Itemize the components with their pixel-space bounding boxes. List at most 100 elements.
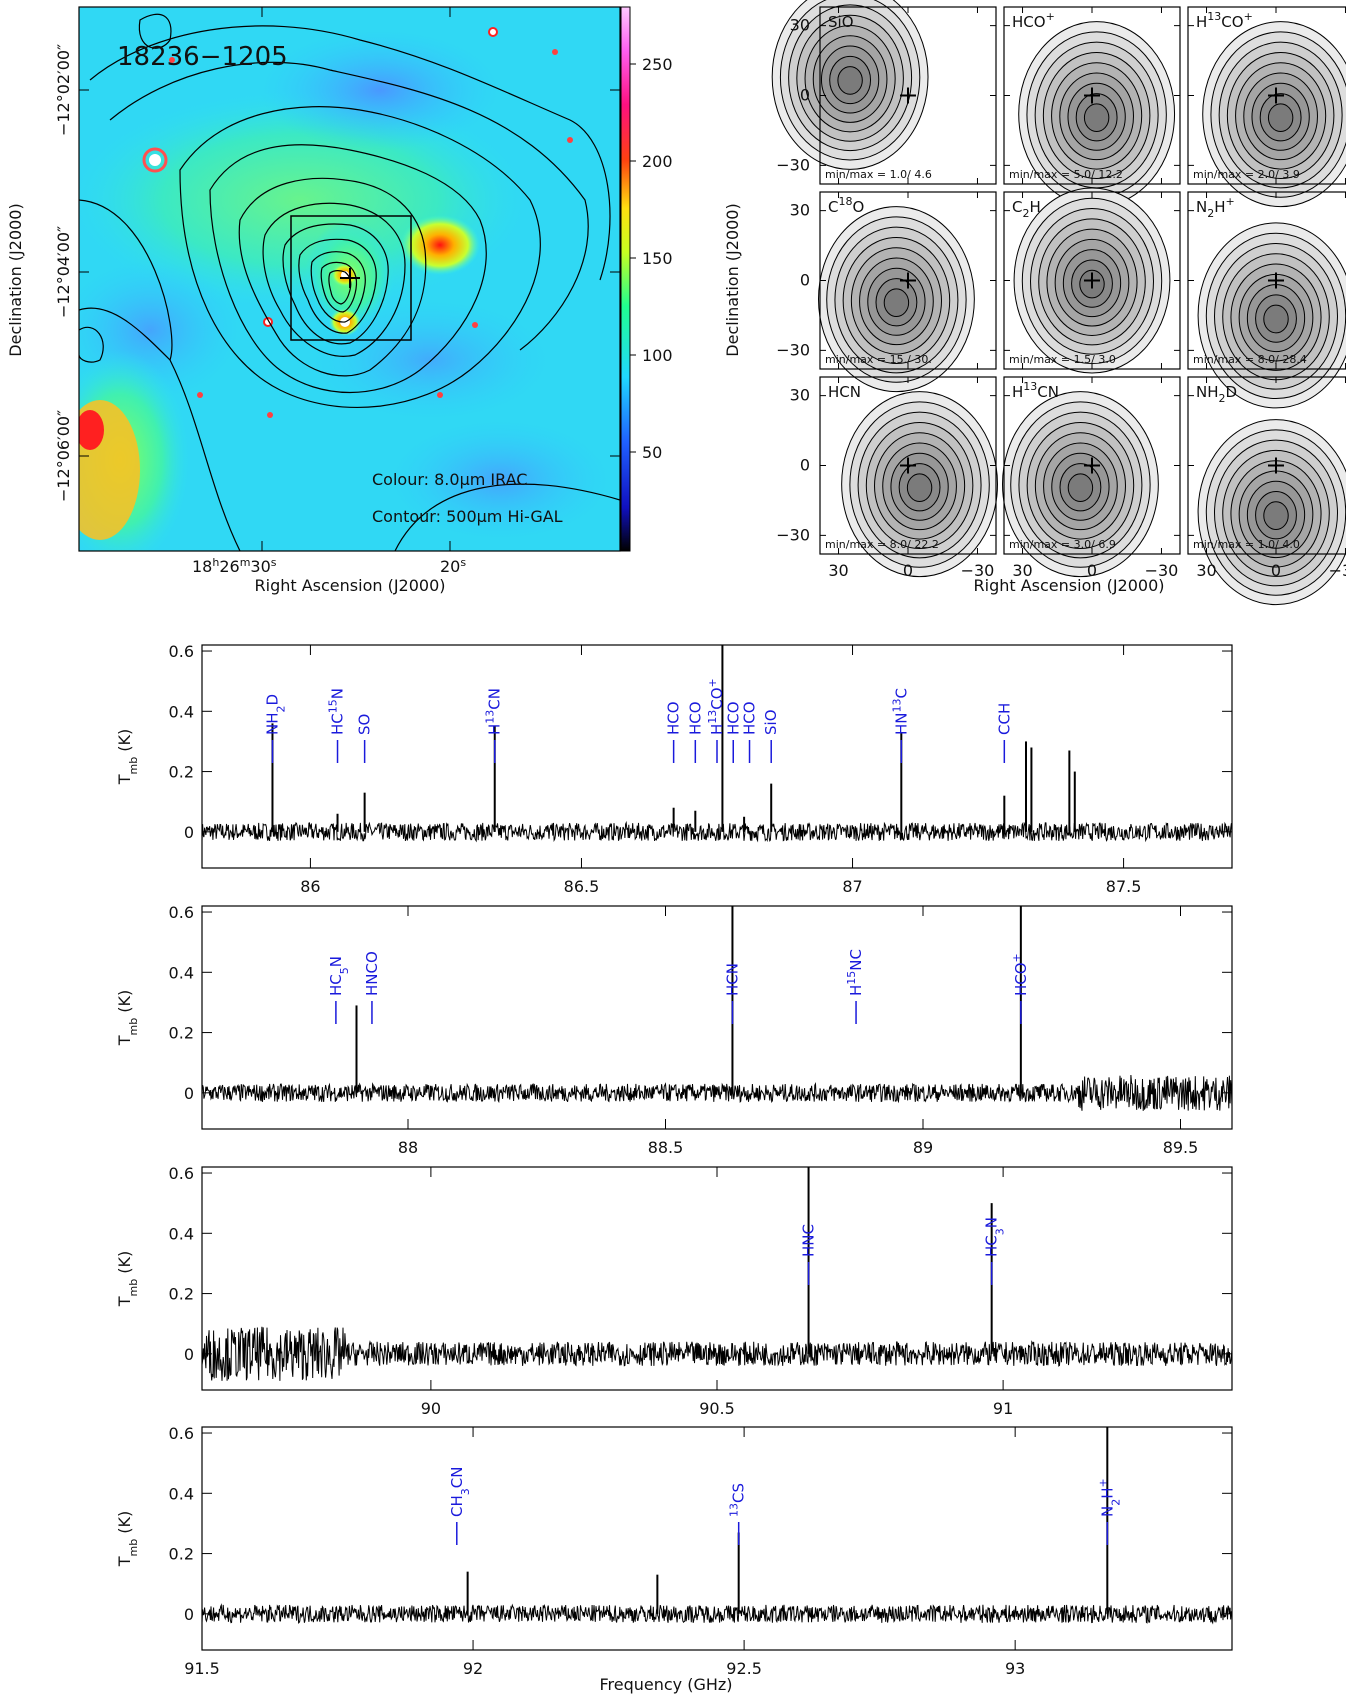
panel-nh2d: NH2D min/max = 1.0/ 4.0 [1187,376,1346,606]
grid-x-tick: 0 [1271,561,1281,580]
frequency-axis-label: Frequency (GHz) [599,1675,732,1694]
grid-dec-axis-label: Declination (J2000) [723,203,742,356]
y-tick-label: 0.2 [169,1285,194,1304]
grid-y-tick: 0 [800,271,810,290]
cb-tick-200: 200 [642,152,673,171]
x-tick-label: 93 [1005,1659,1025,1678]
panel-label: C18O [828,195,864,216]
grid-x-tick: −30 [1145,561,1179,580]
colorbar-ticks [630,63,636,453]
y-tick-label: 0.6 [169,1164,194,1183]
contour-level [906,473,933,503]
panel-n2hplus: N2H+ min/max = 8.0/ 28.4 [1187,191,1346,409]
tmb-axis-label: Tmb (K) [115,1511,140,1568]
line-label: HCO+ [1009,953,1030,996]
grid-y-tick: 30 [790,386,810,405]
irac-annotation: Colour: 8.0μm IRAC [372,470,527,489]
panel-minmax: min/max = 15./ 30. [825,353,932,366]
panel-h13coplus: H13CO+ min/max = 2.0/ 3.9 [1187,6,1346,208]
x-tick-label: 90 [421,1399,441,1418]
zoom-box [290,215,412,341]
panel-label: N2H+ [1196,195,1235,220]
grid-x-tick: 30 [828,561,848,580]
panel-minmax: min/max = 2.0/ 3.9 [1193,168,1300,181]
x-tick-label: 92.5 [726,1659,762,1678]
ra-tick-1: 18h26m30s [192,556,277,576]
spectrum-trace [201,1074,1233,1111]
y-tick-label: 0.4 [169,1224,194,1243]
line-label: CH3CN [448,1467,472,1517]
spectrum-frame [201,644,1233,869]
grid-x-tick: −30 [1329,561,1346,580]
map-title: 18236−1205 [117,42,288,72]
center-cross [340,268,360,288]
contour-level [1267,103,1294,133]
line-label: H13CO+ [706,678,727,735]
line-label: HC15N [326,688,347,735]
y-tick-label: 0.6 [169,642,194,661]
contour-level [1263,501,1289,530]
contour-level [1083,103,1110,133]
line-label: HC3N [983,1217,1007,1257]
line-label: HCO [686,701,704,735]
grid-x-tick: 0 [903,561,913,580]
contour-level [837,66,863,95]
line-label: HNC [800,1224,818,1257]
panel-h13cn: H13CN min/max = 3.0/ 6.9 [1002,376,1181,578]
y-tick-label: 0.6 [169,903,194,922]
spectra-panels: 0 0.2 0.4 0.6 86 86.5 87 87.5 Tmb (K) NH2D HC15N SO… [115,642,1233,1678]
x-tick-label: 88.5 [648,1138,684,1157]
x-tick-label: 88 [398,1138,418,1157]
grid-y-tick: 0 [800,86,810,105]
x-tick-label: 86.5 [564,877,600,896]
grid-y-tick: −30 [776,340,810,359]
contour-level [883,288,910,318]
line-label: H15NC [845,949,866,996]
dec-axis-label: Declination (J2000) [6,203,25,356]
grid-x-tick: 30 [1012,561,1032,580]
cb-tick-100: 100 [642,346,673,365]
panel-minmax: min/max = 3.0/ 6.9 [1009,538,1116,551]
y-tick-label: 0.2 [169,1545,194,1564]
contour-level [1263,304,1289,334]
irac-map-panel: 18236−1205 Colour: 8.0μm IRAC Contour: 5… [6,6,673,595]
line-label: NH2D [263,694,287,735]
line-label: HC5N [327,956,351,996]
y-tick-label: 0 [184,1345,194,1364]
ra-tick-2: 20s [440,556,466,576]
line-label: 13CS [727,1483,748,1517]
line-label: HCO [665,701,683,735]
irac-map-image [79,7,620,551]
panel-minmax: min/max = 1.0/ 4.6 [825,168,932,181]
line-label: HNCO [363,951,381,996]
grid-y-tick: −30 [776,525,810,544]
panel-hcoplus: HCO+ min/max = 5.0/ 12.2 [1003,6,1181,208]
cb-tick-50: 50 [642,443,662,462]
panel-minmax: min/max = 8.0/ 28.4 [1193,353,1307,366]
x-tick-label: 89 [913,1138,933,1157]
panel-hcn: HCN min/max = 8.0/ 22.2 [819,376,998,578]
panel-label: H13CN [1012,380,1059,401]
higal-contours [79,13,620,551]
y-tick-label: 0 [184,1084,194,1103]
spectrum-row-1: 0 0.2 0.4 0.6 86 86.5 87 87.5 Tmb (K) NH2D HC15N SO… [115,642,1233,896]
x-tick-label: 86 [300,877,320,896]
panel-label: H13CO+ [1196,10,1253,31]
y-tick-label: 0.2 [169,763,194,782]
panel-minmax: min/max = 1.5/ 3.0 [1009,353,1116,366]
y-tick-label: 0.4 [169,702,194,721]
tmb-axis-label: Tmb (K) [115,1251,140,1308]
y-tick-label: 0 [184,1605,194,1624]
higal-annotation: Contour: 500μm Hi-GAL [372,507,563,526]
panel-minmax: min/max = 5.0/ 12.2 [1009,168,1123,181]
irac-map-ticks [79,7,620,551]
grid-y-tick: −30 [776,155,810,174]
y-tick-label: 0.6 [169,1424,194,1443]
panel-label: NH2D [1196,383,1237,405]
dec-tick-3: −12°06′00″ [54,410,73,502]
x-tick-label: 90.5 [699,1399,735,1418]
tmb-axis-label: Tmb (K) [115,729,140,786]
panel-sio: SiO min/max = 1.0/ 4.6 [771,0,997,185]
grid-y-tick: 30 [790,16,810,35]
grid-y-tick: 30 [790,201,810,220]
